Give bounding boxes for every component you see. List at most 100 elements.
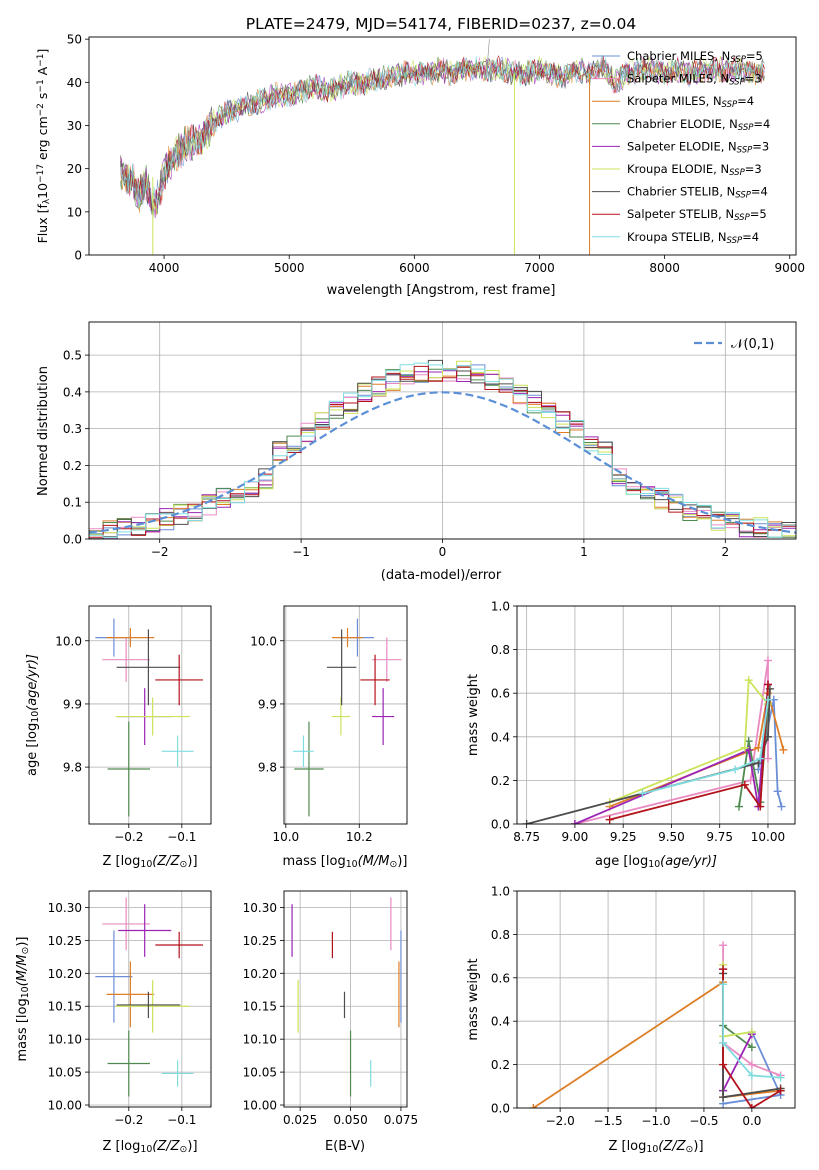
y-tick-label: 1.0 [491, 600, 510, 614]
y-tick-label: 10.15 [243, 1000, 277, 1014]
y-tick-label: 0.4 [491, 1015, 510, 1029]
x-tick-label: −0.2 [114, 830, 143, 844]
x-tick-label: 9.00 [562, 830, 589, 844]
y-axis-label: mass [log10(M/M⊙)] [15, 937, 31, 1062]
y-tick-label: 0.3 [63, 422, 82, 436]
y-tick-label: 50 [67, 33, 82, 47]
x-tick-label: 10.00 [751, 830, 785, 844]
x-tick-label: 9.25 [610, 830, 637, 844]
mass-vs-metallicity-panel: −0.2 −0.1 10.00 10.05 10.10 10.15 10.20 10.25 10… [15, 890, 212, 1155]
y-tick-label: 0.0 [491, 818, 510, 832]
y-tick-label: 10.05 [243, 1066, 277, 1080]
x-axis-label: age [log10(age/yr)] [595, 854, 717, 870]
plot-area [89, 359, 796, 539]
axes-frame [88, 890, 212, 1108]
plot-area [95, 618, 204, 817]
legend-label: Chabrier STELIB, NSSP=4 [627, 185, 768, 201]
y-tick-label: 9.9 [258, 697, 277, 711]
x-tick-label: 10.0 [272, 830, 299, 844]
x-tick-label: −0.1 [167, 830, 196, 844]
y-tick-label: 10.10 [243, 1033, 277, 1047]
legend-label: Kroupa STELIB, NSSP=4 [627, 230, 759, 246]
y-tick-label: 0.4 [63, 385, 82, 399]
spectrum-title: PLATE=2479, MJD=54174, FIBERID=0237, z=0… [246, 15, 636, 33]
plot-area [529, 941, 785, 1108]
y-tick-label: 0.0 [491, 1102, 510, 1116]
y-tick-label: 10.05 [48, 1066, 82, 1080]
y-tick-label: 10.25 [48, 934, 82, 948]
y-tick-label: 20 [67, 162, 82, 176]
x-tick-label: −2 [151, 545, 169, 559]
y-axis-label: age [log10(age/yr)] [25, 654, 41, 776]
weight-line [609, 684, 769, 821]
legend-label: Salpeter MILES, NSSP=3 [627, 72, 762, 88]
y-tick-label: 10.20 [48, 967, 82, 981]
x-axis-label: wavelength [Angstrom, rest frame] [327, 283, 556, 298]
y-tick-label: 10.30 [48, 901, 82, 915]
legend-label: Kroupa ELODIE, NSSP=3 [627, 162, 762, 178]
plot-area [293, 618, 402, 817]
weight-line [722, 964, 753, 1038]
plot-area [95, 897, 204, 1097]
weight-line [532, 980, 781, 1108]
x-tick-label: −1.5 [593, 1114, 622, 1128]
legend-label: Chabrier ELODIE, NSSP=4 [627, 117, 770, 133]
y-tick-label: 0.2 [491, 774, 510, 788]
y-tick-label: 0.4 [491, 730, 510, 744]
gaussian-curve [89, 391, 796, 534]
y-tick-label: 0.6 [491, 971, 510, 985]
y-axis-label: Flux [fλ10−17 erg cm−2 s−1 A−1] [35, 49, 52, 244]
y-tick-label: 10.15 [48, 1000, 82, 1014]
x-axis-label: Z [log10(Z/Z⊙)] [102, 854, 197, 870]
y-tick-label: 10.00 [48, 1099, 82, 1113]
y-tick-label: 9.8 [258, 761, 277, 775]
x-tick-label: 0.050 [333, 1113, 367, 1127]
spectrum-line [120, 55, 765, 215]
y-tick-label: 9.9 [63, 697, 82, 711]
y-tick-label: 40 [67, 76, 82, 90]
y-tick-label: 0.8 [491, 643, 510, 657]
y-tick-label: 0.2 [63, 459, 82, 473]
legend-label: Salpeter ELODIE, NSSP=3 [627, 139, 769, 155]
y-tick-label: 0.1 [63, 496, 82, 510]
y-tick-label: 10.00 [243, 1099, 277, 1113]
y-axis-label: mass weight [466, 674, 481, 756]
spectrum-line [120, 54, 765, 209]
plot-area [120, 39, 765, 255]
x-tick-label: −0.5 [689, 1114, 718, 1128]
y-tick-label: 10.10 [48, 1033, 82, 1047]
x-tick-label: 9000 [774, 261, 805, 275]
x-tick-label: −2.0 [546, 1114, 575, 1128]
y-tick-label: 10.20 [243, 967, 277, 981]
axes-frame [283, 605, 408, 825]
y-tick-label: 30 [67, 119, 82, 133]
plot-area [522, 656, 788, 824]
y-tick-label: 0.2 [491, 1058, 510, 1072]
x-tick-label: 0 [439, 545, 447, 559]
x-tick-label: 2 [721, 545, 729, 559]
legend-label: Chabrier MILES, NSSP=5 [627, 49, 763, 65]
spectrum-spike [486, 39, 490, 70]
x-axis-label: mass [log10(M/M⊙)] [283, 854, 408, 870]
x-tick-label: 8000 [649, 261, 680, 275]
y-tick-label: 0.6 [491, 687, 510, 701]
x-axis-label: Z [log10(Z/Z⊙)] [608, 1139, 703, 1155]
x-tick-label: 1 [580, 545, 588, 559]
x-tick-label: −0.1 [167, 1113, 196, 1127]
x-tick-label: 0.0 [742, 1114, 761, 1128]
legend-label: Kroupa MILES, NSSP=4 [627, 94, 754, 110]
y-axis-label: Normed distribution [36, 366, 51, 496]
weight-line [722, 984, 781, 1079]
x-tick-label: 0.075 [384, 1113, 418, 1127]
weight-line [642, 699, 769, 795]
x-tick-label: 10.2 [346, 830, 373, 844]
weight-vs-age-panel: 8.75 9.00 9.25 9.50 9.75 10.00 0.0 0.2 0.4 0.6 0.8… [466, 600, 796, 870]
histogram-step [89, 362, 796, 538]
x-tick-label: 8.75 [513, 830, 540, 844]
weight-line [574, 684, 769, 824]
y-tick-label: 10.0 [55, 634, 82, 648]
x-tick-label: 7000 [524, 261, 555, 275]
axes-frame [88, 36, 797, 256]
x-tick-label: 6000 [399, 261, 430, 275]
